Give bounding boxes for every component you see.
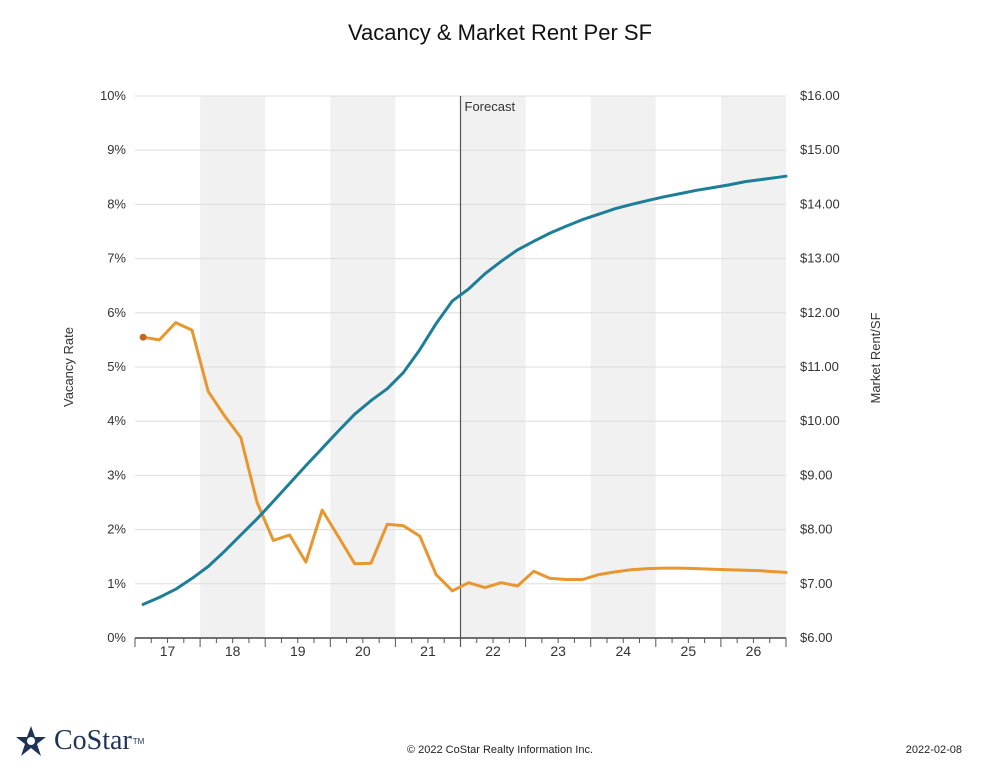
y-left-tick-label: 1% (107, 576, 126, 591)
y-left-tick-label: 2% (107, 522, 126, 537)
y-left-tick-label: 10% (100, 88, 126, 103)
y-right-tick-label: $12.00 (800, 305, 840, 320)
y-right-tick-label: $11.00 (800, 359, 839, 374)
x-tick-label: 21 (420, 643, 436, 659)
x-tick-label: 24 (615, 643, 631, 659)
y-axis-left-title: Vacancy Rate (61, 327, 76, 407)
y-left-tick-label: 7% (107, 251, 126, 266)
x-tick-label: 23 (550, 643, 566, 659)
costar-star-icon (16, 726, 46, 756)
y-right-tick-label: $15.00 (800, 142, 840, 157)
y-right-tick-label: $8.00 (800, 522, 833, 537)
forecast-label: Forecast (465, 99, 516, 114)
y-axis-right-title: Market Rent/SF (868, 312, 883, 403)
copyright-text: © 2022 CoStar Realty Information Inc. (406, 744, 594, 756)
y-right-tick-label: $14.00 (800, 196, 840, 211)
y-left-tick-label: 9% (107, 142, 126, 157)
x-tick-label: 17 (160, 643, 176, 659)
x-tick-label: 25 (681, 643, 697, 659)
x-tick-label: 20 (355, 643, 371, 659)
y-right-tick-label: $9.00 (800, 467, 833, 482)
x-tick-label: 26 (746, 643, 762, 659)
date-stamp: 2022-02-08 (905, 744, 962, 756)
x-tick-label: 22 (485, 643, 501, 659)
y-right-tick-label: $10.00 (800, 413, 840, 428)
chart-title: Vacancy & Market Rent Per SF (347, 20, 653, 45)
chart-plot: 0% 1% 2% 3% 4% 5% 6% 7% 8% 9% 10% $6.00 $7.00 $8.00 $9… (61, 88, 883, 659)
brand-trademark: TM (132, 736, 145, 746)
x-tick-label: 19 (290, 643, 306, 659)
y-right-tick-label: $13.00 (800, 251, 840, 266)
y-right-tick-label: $6.00 (800, 630, 833, 645)
y-left-tick-label: 0% (107, 630, 126, 645)
market-rent-line (141, 174, 788, 606)
y-left-tick-label: 6% (107, 305, 126, 320)
y-left-tick-label: 8% (107, 196, 126, 211)
x-tick-label: 18 (225, 643, 241, 659)
costar-logo: CoStar TM (14, 724, 144, 758)
y-right-tick-label: $16.00 (800, 88, 840, 103)
vacancy-rate-line (141, 321, 788, 593)
y-left-tick-label: 4% (107, 413, 126, 428)
y-left-tick-label: 3% (107, 467, 126, 482)
vacancy-start-point (139, 333, 147, 341)
brand-name: CoStar (54, 725, 132, 756)
y-right-tick-label: $7.00 (800, 576, 833, 591)
y-left-tick-label: 5% (107, 359, 126, 374)
